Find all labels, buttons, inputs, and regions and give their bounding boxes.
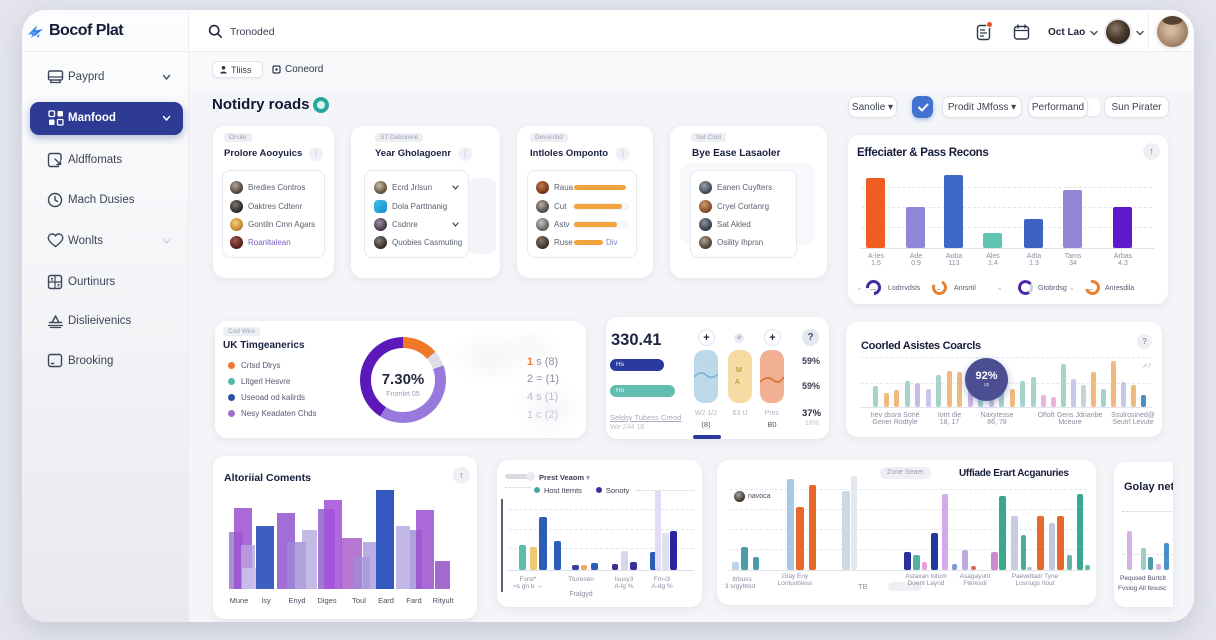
svg-text:·: · [704, 363, 706, 369]
svg-text:A: A [735, 379, 740, 386]
svg-text:M: M [736, 367, 742, 374]
